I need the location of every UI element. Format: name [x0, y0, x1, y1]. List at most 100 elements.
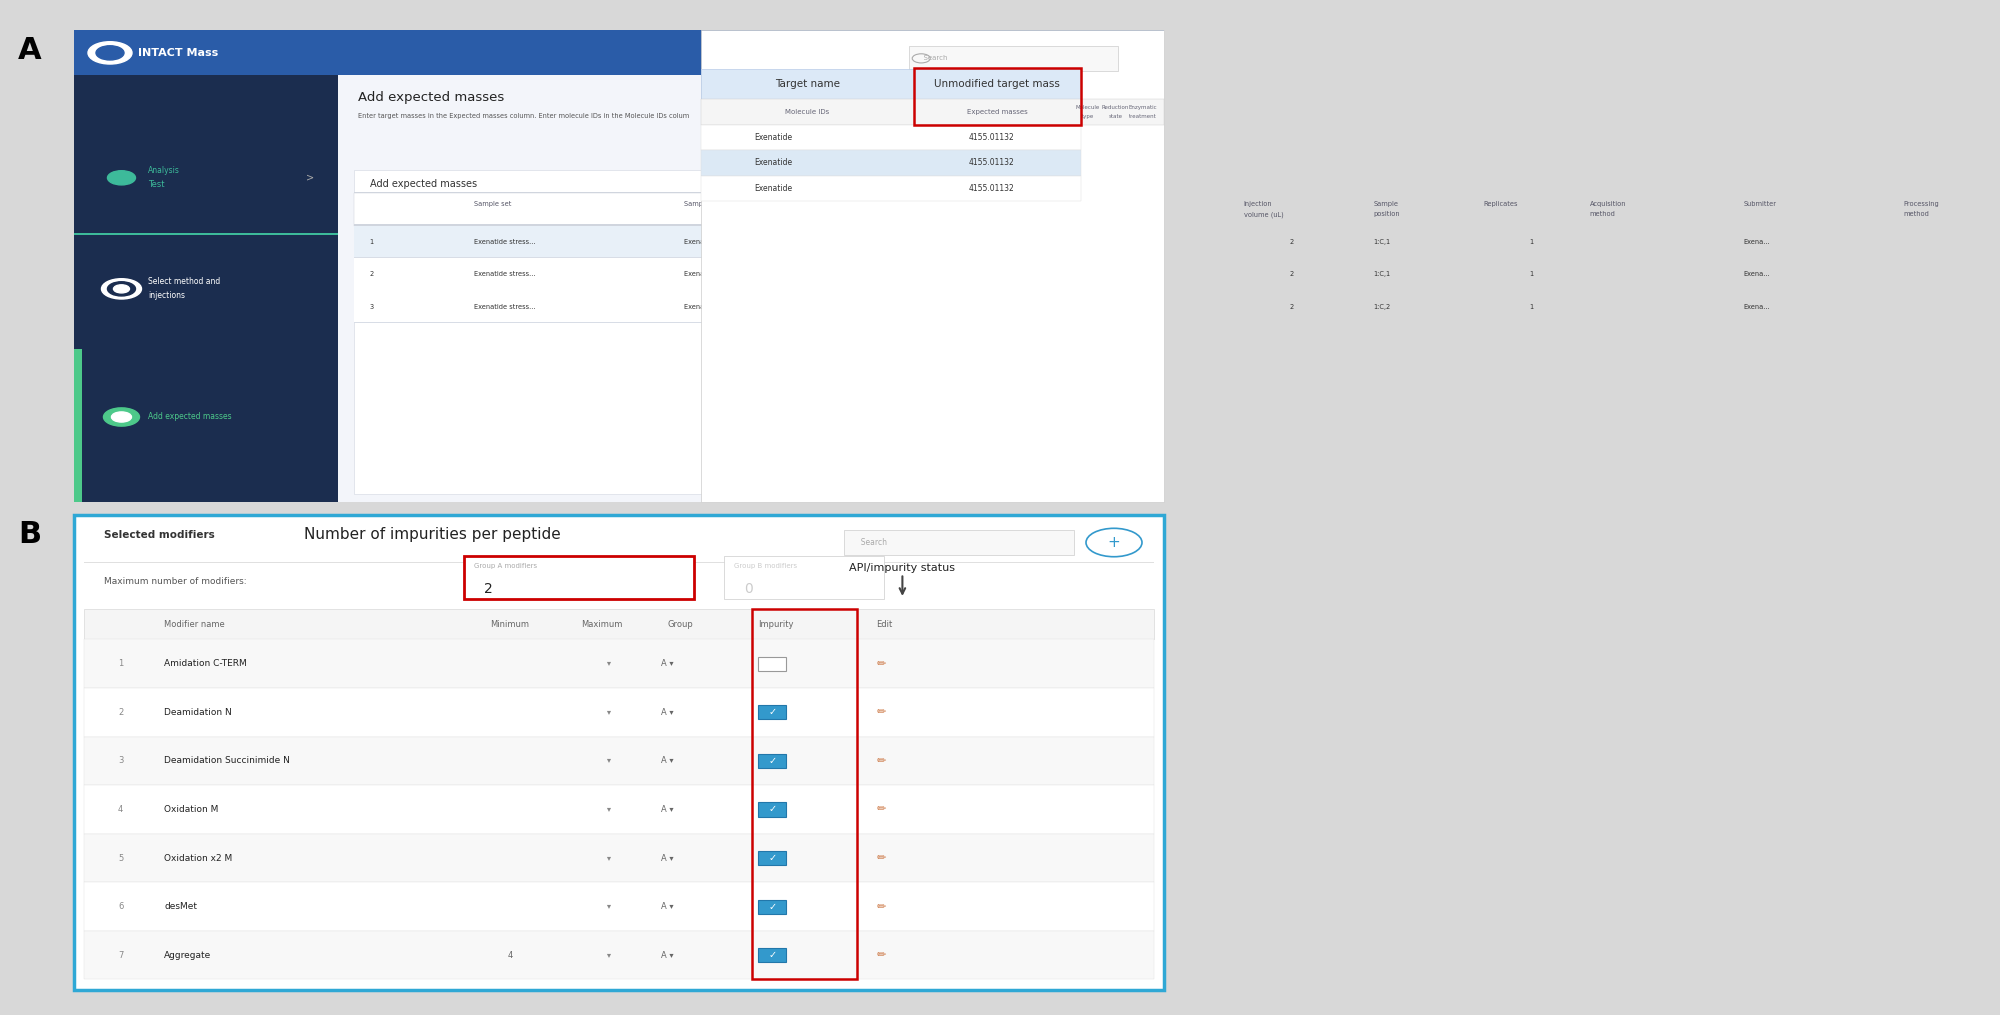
- Bar: [758, 851, 786, 865]
- Text: 1: 1: [118, 659, 124, 668]
- Text: Search: Search: [856, 538, 888, 547]
- Text: 2: 2: [118, 707, 124, 717]
- Text: Group A modifiers: Group A modifiers: [474, 563, 538, 569]
- Text: 4: 4: [508, 951, 514, 960]
- Text: Deamidation N: Deamidation N: [164, 707, 232, 717]
- Text: Exenatide stress...: Exenatide stress...: [474, 271, 536, 277]
- Text: 2: 2: [1290, 271, 1294, 277]
- Bar: [844, 530, 1074, 555]
- Bar: [354, 193, 1148, 225]
- Text: ▾: ▾: [600, 902, 612, 911]
- Text: Enter target masses in the Expected masses column. Enter molecule IDs in the Mol: Enter target masses in the Expected mass…: [358, 113, 690, 119]
- Text: Exenatide: Exenatide: [754, 133, 792, 142]
- Text: method: method: [1904, 211, 1930, 217]
- Text: 1:C,2: 1:C,2: [1374, 303, 1392, 310]
- Text: Unknown: Unknown: [1064, 239, 1094, 245]
- Text: Impurity: Impurity: [758, 620, 794, 628]
- Text: Exena...: Exena...: [1744, 303, 1770, 310]
- Text: Analysis: Analysis: [148, 166, 180, 176]
- Circle shape: [108, 171, 136, 185]
- Text: Maximum: Maximum: [582, 620, 622, 628]
- Text: Sample set: Sample set: [474, 201, 512, 207]
- Text: Sample: Sample: [1374, 201, 1398, 207]
- Text: Oxidation x2 M: Oxidation x2 M: [164, 854, 232, 863]
- Bar: [74, 233, 338, 235]
- Text: Exenatide stress...: Exenatide stress...: [684, 271, 746, 277]
- Bar: [84, 639, 1154, 688]
- Text: Feedback: Feedback: [948, 50, 982, 56]
- Text: 4155.01132: 4155.01132: [968, 158, 1014, 167]
- Text: Reduction: Reduction: [1102, 105, 1130, 110]
- Text: Oxidation M: Oxidation M: [164, 805, 218, 814]
- Bar: [758, 657, 786, 671]
- Text: desMet: desMet: [164, 902, 198, 911]
- Text: ▾: ▾: [600, 659, 612, 668]
- Bar: [724, 556, 884, 599]
- Text: Enzymatic: Enzymatic: [1128, 105, 1158, 110]
- Text: ✓: ✓: [768, 853, 776, 863]
- Bar: [84, 786, 1154, 833]
- Text: Maximum number of modifiers:: Maximum number of modifiers:: [104, 578, 246, 586]
- Text: description: description: [904, 211, 942, 217]
- Text: Exenatide stress...: Exenatide stress...: [684, 239, 746, 245]
- Text: Hub: Hub: [794, 50, 808, 56]
- Bar: [354, 170, 1148, 494]
- Text: 1: 1: [1530, 271, 1534, 277]
- Circle shape: [96, 46, 124, 60]
- Text: A ▾: A ▾: [660, 951, 674, 960]
- Text: Exenatide: Exenatide: [754, 184, 792, 193]
- Text: ✓: ✓: [768, 950, 776, 960]
- Bar: [74, 75, 338, 502]
- Text: A: A: [18, 36, 42, 65]
- Bar: [758, 705, 786, 720]
- Text: Exena...: Exena...: [1744, 271, 1770, 277]
- Text: 6: 6: [118, 902, 124, 911]
- Text: A ▾: A ▾: [660, 902, 674, 911]
- Bar: [354, 224, 1148, 225]
- Text: B: B: [18, 520, 42, 549]
- Circle shape: [1086, 528, 1142, 556]
- Text: ▾: ▾: [600, 707, 612, 717]
- Bar: [914, 68, 1080, 125]
- Text: waters_connect A ▾: waters_connect A ▾: [1034, 50, 1102, 56]
- Text: Exena...: Exena...: [1744, 239, 1770, 245]
- Text: A ▾: A ▾: [660, 854, 674, 863]
- Text: +: +: [1108, 535, 1120, 550]
- Bar: [354, 258, 1148, 290]
- Text: injections: injections: [148, 291, 184, 300]
- Bar: [74, 30, 1164, 502]
- Bar: [74, 349, 82, 502]
- Text: 2: 2: [1290, 239, 1294, 245]
- Bar: [338, 75, 1164, 502]
- Text: 1:C,1: 1:C,1: [1374, 271, 1390, 277]
- Text: 1: 1: [1530, 303, 1534, 310]
- Text: Modifier name: Modifier name: [164, 620, 224, 628]
- Text: state: state: [1108, 114, 1122, 119]
- Text: Exenatide stress...: Exenatide stress...: [684, 303, 746, 310]
- Text: Aggregate: Aggregate: [164, 951, 212, 960]
- Text: ✏: ✏: [878, 901, 886, 911]
- Text: ✏: ✏: [878, 756, 886, 766]
- Text: ✓: ✓: [768, 901, 776, 911]
- Text: Minimum: Minimum: [490, 620, 530, 628]
- Text: ✓: ✓: [768, 805, 776, 814]
- Text: >: >: [306, 173, 314, 183]
- Text: 2: 2: [1290, 303, 1294, 310]
- Text: ✏: ✏: [878, 950, 886, 960]
- Text: Deamidation Succinimide N: Deamidation Succinimide N: [164, 756, 290, 765]
- Text: Help: Help: [874, 50, 890, 56]
- Bar: [752, 609, 856, 979]
- Text: treatment: treatment: [1130, 114, 1158, 119]
- Bar: [354, 290, 1148, 323]
- Bar: [84, 833, 1154, 882]
- Text: Sample type: Sample type: [1064, 201, 1106, 207]
- Circle shape: [104, 408, 140, 426]
- Bar: [84, 688, 1154, 737]
- Text: position: position: [1374, 211, 1400, 217]
- Text: Exenatide: Exenatide: [754, 158, 792, 167]
- Text: 2: 2: [370, 271, 374, 277]
- Text: Expected masses: Expected masses: [966, 110, 1028, 115]
- Text: Group: Group: [668, 620, 692, 628]
- Text: Unknown: Unknown: [1064, 271, 1094, 277]
- Circle shape: [108, 282, 136, 296]
